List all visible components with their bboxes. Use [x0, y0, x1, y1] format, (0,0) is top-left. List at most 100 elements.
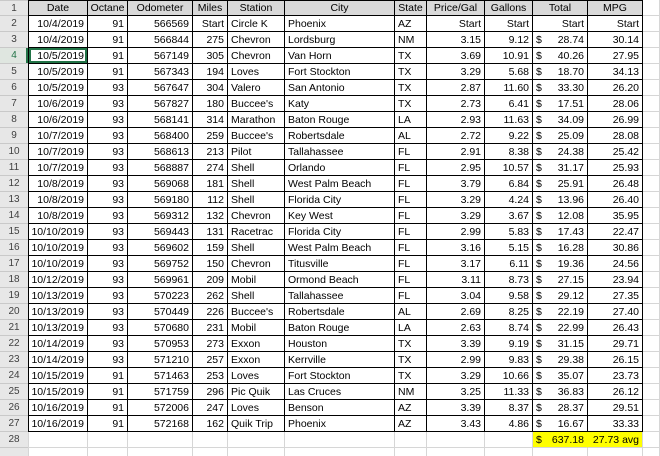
cell-date[interactable]: 10/7/2019	[28, 160, 88, 176]
row-number[interactable]: 12	[0, 176, 28, 192]
cell-date[interactable]: 10/14/2019	[28, 336, 88, 352]
cell-state[interactable]: NM	[395, 384, 427, 400]
cell-price_gal[interactable]: 2.99	[427, 224, 485, 240]
column-header-total[interactable]: Total	[533, 0, 588, 16]
cell-mpg[interactable]: 24.56	[588, 256, 643, 272]
cell-city[interactable]: Tallahassee	[285, 288, 395, 304]
cell-mpg[interactable]: 25.42	[588, 144, 643, 160]
cell-city[interactable]: Ormond Beach	[285, 272, 395, 288]
empty-cell[interactable]	[193, 448, 228, 456]
cell-city[interactable]: Kerrville	[285, 352, 395, 368]
cell-state[interactable]: TX	[395, 80, 427, 96]
cell-gallons[interactable]: 4.24	[485, 192, 533, 208]
cell-price_gal[interactable]: 3.25	[427, 384, 485, 400]
cell-miles[interactable]: 162	[193, 416, 228, 432]
cell-octane[interactable]: 93	[88, 96, 128, 112]
cell-odometer[interactable]: 569443	[128, 224, 193, 240]
cell-date[interactable]: 10/16/2019	[28, 416, 88, 432]
cell-city[interactable]: Van Horn	[285, 48, 395, 64]
cell-price_gal[interactable]: 3.29	[427, 368, 485, 384]
row-number[interactable]: 18	[0, 272, 28, 288]
cell-gallons[interactable]: 9.58	[485, 288, 533, 304]
cell-odometer[interactable]: 570449	[128, 304, 193, 320]
cell-date[interactable]: 10/10/2019	[28, 224, 88, 240]
cell-price_gal[interactable]: 3.15	[427, 32, 485, 48]
empty-cell[interactable]	[643, 432, 660, 448]
cell-octane[interactable]: 93	[88, 160, 128, 176]
column-header-mpg[interactable]: MPG	[588, 0, 643, 16]
cell-miles[interactable]: 209	[193, 272, 228, 288]
cell-total[interactable]: $40.26	[533, 48, 588, 64]
cell-gallons[interactable]: 9.19	[485, 336, 533, 352]
cell-total[interactable]: $16.28	[533, 240, 588, 256]
column-header-gallons[interactable]: Gallons	[485, 0, 533, 16]
row-number[interactable]: 28	[0, 432, 28, 448]
row-number[interactable]: 15	[0, 224, 28, 240]
row-number[interactable]: 1	[0, 0, 28, 16]
cell-city[interactable]: Baton Rouge	[285, 320, 395, 336]
cell-total[interactable]: $27.15	[533, 272, 588, 288]
cell-odometer[interactable]: 566569	[128, 16, 193, 32]
cell-mpg[interactable]: 28.06	[588, 96, 643, 112]
cell-city[interactable]: Titusville	[285, 256, 395, 272]
cell-mpg[interactable]: 26.43	[588, 320, 643, 336]
cell-octane[interactable]: 93	[88, 336, 128, 352]
cell-miles[interactable]: 159	[193, 240, 228, 256]
cell-total[interactable]: $18.70	[533, 64, 588, 80]
row-number[interactable]: 22	[0, 336, 28, 352]
cell-octane[interactable]: 93	[88, 128, 128, 144]
cell-state[interactable]: TX	[395, 96, 427, 112]
cell-mpg[interactable]: 29.51	[588, 400, 643, 416]
row-number[interactable]: 24	[0, 368, 28, 384]
column-header-date[interactable]: Date	[28, 0, 88, 16]
cell-total[interactable]: $35.07	[533, 368, 588, 384]
row-number[interactable]: 14	[0, 208, 28, 224]
empty-cell[interactable]	[643, 352, 660, 368]
cell-price_gal[interactable]: 3.29	[427, 64, 485, 80]
empty-cell[interactable]	[643, 368, 660, 384]
cell-station[interactable]: Chevron	[228, 256, 285, 272]
cell-mpg[interactable]: Start	[588, 16, 643, 32]
cell-date[interactable]: 10/15/2019	[28, 384, 88, 400]
empty-cell[interactable]	[643, 112, 660, 128]
cell-gallons[interactable]: 9.83	[485, 352, 533, 368]
row-number[interactable]: 16	[0, 240, 28, 256]
cell-total[interactable]: $16.67	[533, 416, 588, 432]
cell-miles[interactable]: 226	[193, 304, 228, 320]
cell-miles[interactable]: 274	[193, 160, 228, 176]
cell-price_gal[interactable]: 3.39	[427, 400, 485, 416]
cell-octane[interactable]: 91	[88, 416, 128, 432]
cell-state[interactable]: FL	[395, 272, 427, 288]
cell-octane[interactable]: 91	[88, 48, 128, 64]
cell-station[interactable]: Marathon	[228, 112, 285, 128]
cell-miles[interactable]: Start	[193, 16, 228, 32]
cell-price_gal[interactable]: 2.69	[427, 304, 485, 320]
cell-gallons[interactable]: 10.66	[485, 368, 533, 384]
cell-total[interactable]: $33.30	[533, 80, 588, 96]
cell-odometer[interactable]: 568141	[128, 112, 193, 128]
cell-state[interactable]: FL	[395, 224, 427, 240]
empty-cell[interactable]	[643, 448, 660, 456]
cell-total[interactable]: $25.91	[533, 176, 588, 192]
row-number[interactable]: 7	[0, 96, 28, 112]
cell-odometer[interactable]: 569752	[128, 256, 193, 272]
cell-price_gal[interactable]: 2.72	[427, 128, 485, 144]
cell-city[interactable]: West Palm Beach	[285, 240, 395, 256]
cell-gallons[interactable]: 8.38	[485, 144, 533, 160]
cell-total[interactable]: $17.43	[533, 224, 588, 240]
cell-mpg[interactable]: 26.48	[588, 176, 643, 192]
cell-total[interactable]: $13.96	[533, 192, 588, 208]
empty-cell[interactable]	[643, 272, 660, 288]
cell-miles[interactable]: 150	[193, 256, 228, 272]
cell-gallons[interactable]: 6.84	[485, 176, 533, 192]
empty-cell[interactable]	[28, 432, 88, 448]
empty-cell[interactable]	[88, 448, 128, 456]
row-number[interactable]: 6	[0, 80, 28, 96]
cell-mpg[interactable]: 27.35	[588, 288, 643, 304]
cell-mpg[interactable]: 28.08	[588, 128, 643, 144]
cell-date[interactable]: 10/8/2019	[28, 208, 88, 224]
cell-total[interactable]: $12.08	[533, 208, 588, 224]
row-number[interactable]: 3	[0, 32, 28, 48]
cell-price_gal[interactable]: 2.93	[427, 112, 485, 128]
cell-station[interactable]: Chevron	[228, 208, 285, 224]
